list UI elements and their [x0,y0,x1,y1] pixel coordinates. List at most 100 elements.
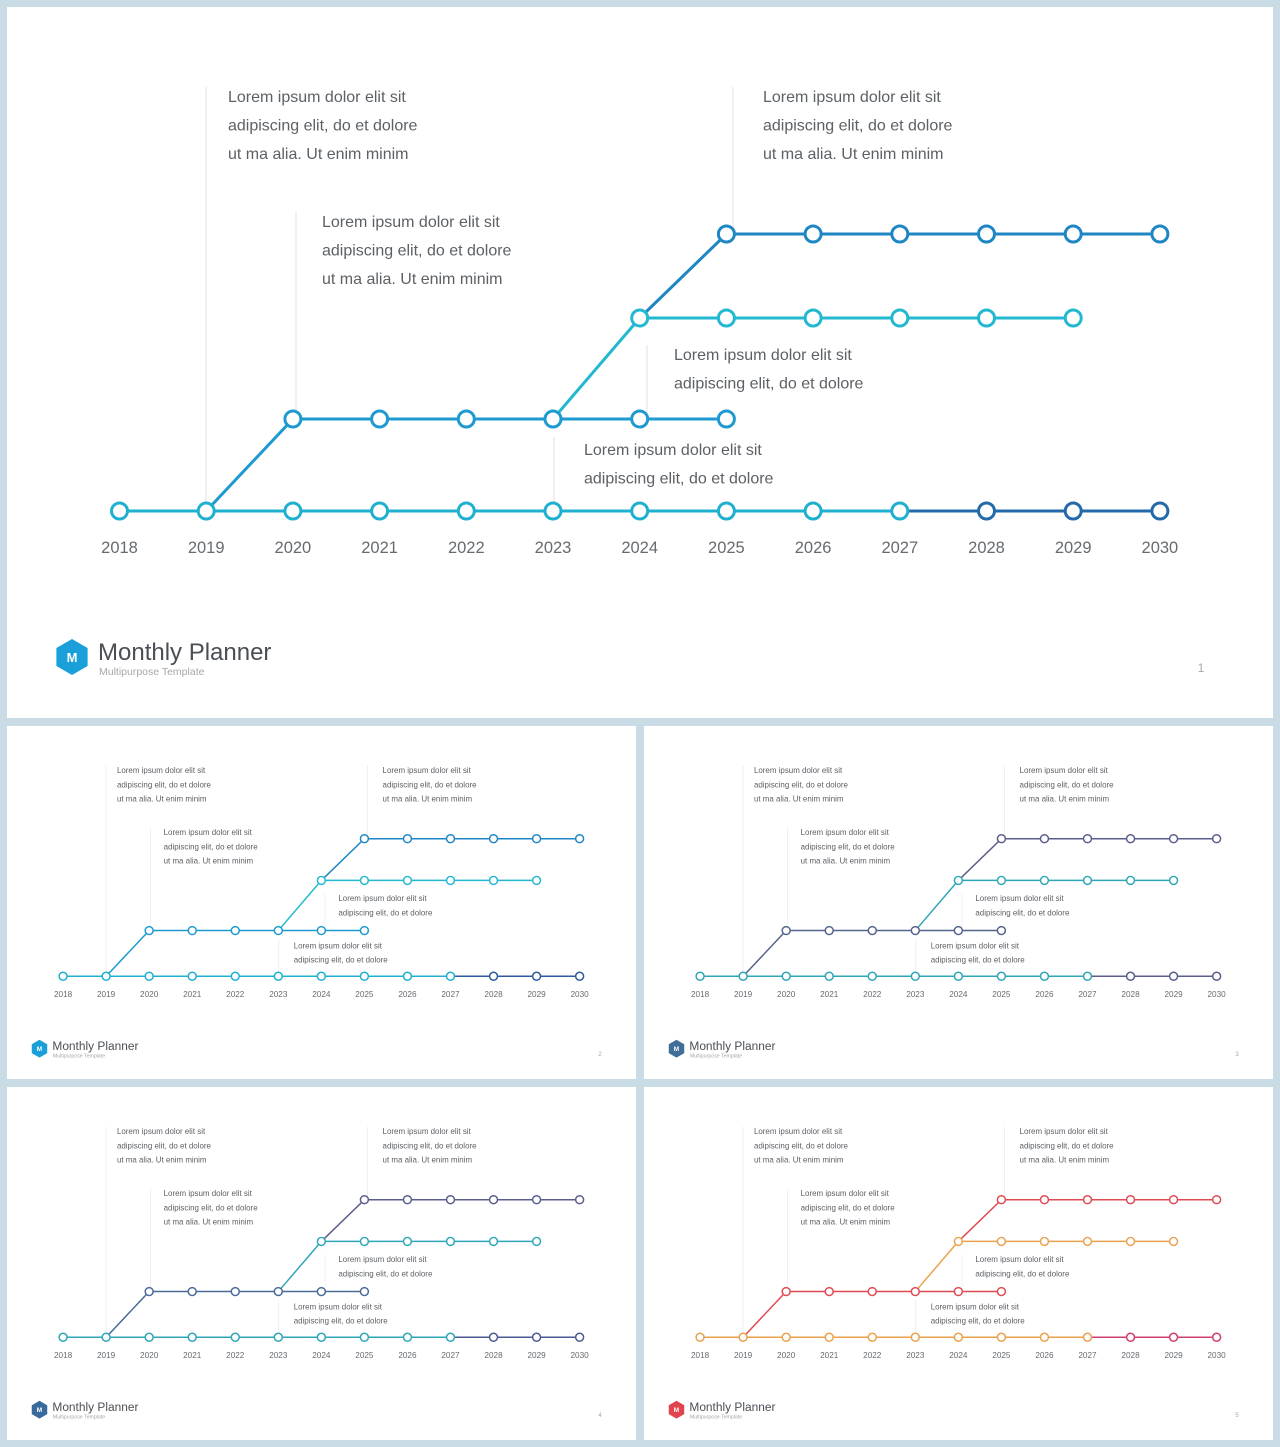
base-node-2018[interactable] [58,1332,68,1342]
level-2-node-2025[interactable] [359,925,370,936]
top-node-2028[interactable] [977,224,996,244]
base-node-2028[interactable] [977,501,996,521]
base-node-2030[interactable] [1211,971,1222,981]
base-node-2028[interactable] [1125,1332,1136,1342]
base-node-2026[interactable] [803,501,823,521]
level-2-node-2020[interactable] [781,1286,791,1297]
level-3-node-2024[interactable] [953,1236,964,1247]
slide-2[interactable]: 2018 2019 2020 2021 2022 2023 2024 2025 2026 2027… [7,726,636,1079]
level-2-node-2020[interactable] [283,409,303,429]
base-node-2024[interactable] [953,1332,964,1342]
top-node-2030[interactable] [1211,833,1222,844]
top-node-2030[interactable] [574,833,585,844]
base-node-2020[interactable] [781,1332,791,1342]
level-3-node-2029[interactable] [531,1236,542,1247]
level-3-node-2024[interactable] [316,875,327,886]
level-3-node-2029[interactable] [531,875,542,886]
level-2-node-2023[interactable] [273,1286,284,1297]
top-node-2030[interactable] [574,1194,585,1205]
base-node-2029[interactable] [531,1332,542,1342]
base-node-2027[interactable] [890,501,910,521]
base-node-2022[interactable] [230,1332,240,1342]
level-3-node-2029[interactable] [1168,1236,1179,1247]
level-3-node-2027[interactable] [1082,875,1093,886]
base-node-2026[interactable] [402,1332,413,1342]
level-2-node-2021[interactable] [824,1286,834,1297]
top-node-2028[interactable] [488,1194,499,1205]
base-node-2021[interactable] [824,1332,834,1342]
base-node-2026[interactable] [1039,1332,1050,1342]
base-node-2022[interactable] [867,971,877,981]
slide-3[interactable]: 2018 2019 2020 2021 2022 2023 2024 2025 2026 2027… [644,726,1273,1079]
level-3-node-2025[interactable] [359,1236,370,1247]
base-node-2028[interactable] [488,1332,499,1342]
base-node-2025[interactable] [996,971,1007,981]
top-node-2030[interactable] [1150,224,1170,244]
level-2-node-2021[interactable] [824,925,834,936]
level-2-node-2020[interactable] [144,1286,154,1297]
level-3-node-2025[interactable] [996,875,1007,886]
level-2-node-2021[interactable] [187,925,197,936]
base-node-2020[interactable] [144,971,154,981]
level-3-node-2025[interactable] [996,1236,1007,1247]
level-3-node-2029[interactable] [1168,875,1179,886]
level-3-node-2026[interactable] [402,1236,413,1247]
level-3-node-2027[interactable] [890,308,910,328]
base-node-2026[interactable] [1039,971,1050,981]
level-3-node-2028[interactable] [1125,1236,1136,1247]
level-2-node-2023[interactable] [910,925,921,936]
level-2-node-2024[interactable] [953,925,964,936]
level-2-node-2020[interactable] [781,925,791,936]
base-node-2020[interactable] [283,501,303,521]
level-3-node-2024[interactable] [953,875,964,886]
level-3-node-2024[interactable] [316,1236,327,1247]
base-node-2022[interactable] [867,1332,877,1342]
slide-5[interactable]: 2018 2019 2020 2021 2022 2023 2024 2025 2026 2027… [644,1087,1273,1440]
base-node-2029[interactable] [1063,501,1083,521]
base-node-2029[interactable] [1168,1332,1179,1342]
base-node-2027[interactable] [1082,1332,1093,1342]
base-node-2023[interactable] [273,971,284,981]
base-node-2026[interactable] [402,971,413,981]
top-node-2026[interactable] [1039,833,1050,844]
base-node-2018[interactable] [695,971,705,981]
base-node-2029[interactable] [531,971,542,981]
top-node-2026[interactable] [402,833,413,844]
top-node-2026[interactable] [803,224,823,244]
top-node-2027[interactable] [445,833,456,844]
level-3-node-2026[interactable] [803,308,823,328]
level-3-node-2028[interactable] [488,1236,499,1247]
base-node-2030[interactable] [1211,1332,1222,1342]
top-node-2026[interactable] [402,1194,413,1205]
top-node-2028[interactable] [488,833,499,844]
base-node-2019[interactable] [196,501,216,521]
level-3-node-2028[interactable] [977,308,996,328]
top-node-2027[interactable] [445,1194,456,1205]
level-2-node-2024[interactable] [630,409,650,429]
base-node-2023[interactable] [910,971,921,981]
base-node-2019[interactable] [738,1332,748,1342]
base-node-2028[interactable] [1125,971,1136,981]
base-node-2027[interactable] [1082,971,1093,981]
base-node-2018[interactable] [695,1332,705,1342]
base-node-2022[interactable] [456,501,476,521]
level-2-node-2022[interactable] [867,1286,877,1297]
base-node-2030[interactable] [1150,501,1170,521]
base-node-2021[interactable] [824,971,834,981]
base-node-2019[interactable] [738,971,748,981]
level-2-node-2024[interactable] [316,1286,327,1297]
level-3-node-2028[interactable] [1125,875,1136,886]
level-2-node-2024[interactable] [316,925,327,936]
top-node-2027[interactable] [890,224,910,244]
level-3-node-2029[interactable] [1063,308,1083,328]
top-node-2025[interactable] [716,224,736,244]
level-3-node-2025[interactable] [716,308,736,328]
level-2-node-2021[interactable] [187,1286,197,1297]
level-3-node-2026[interactable] [1039,875,1050,886]
level-3-node-2027[interactable] [445,1236,456,1247]
base-node-2025[interactable] [716,501,736,521]
base-node-2020[interactable] [144,1332,154,1342]
base-node-2020[interactable] [781,971,791,981]
base-node-2029[interactable] [1168,971,1179,981]
base-node-2019[interactable] [101,1332,111,1342]
